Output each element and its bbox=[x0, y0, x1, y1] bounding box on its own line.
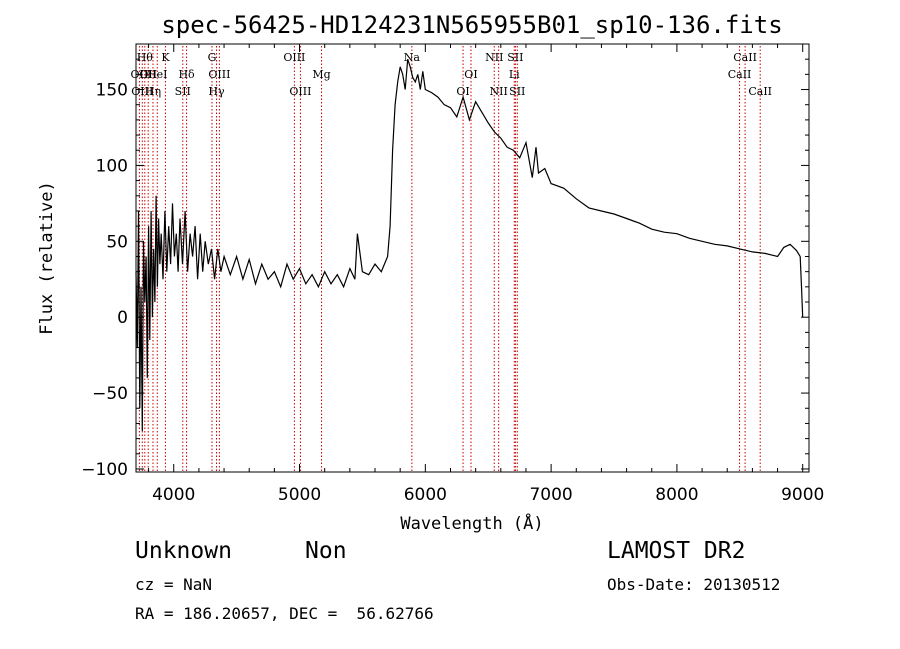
y-tick-label: 100 bbox=[96, 156, 128, 176]
line-marker-label: Li bbox=[509, 68, 520, 81]
x-tick-label: 7000 bbox=[529, 485, 572, 505]
obs-date: Obs-Date: 20130512 bbox=[607, 575, 781, 594]
line-marker-label: SII bbox=[507, 51, 523, 64]
line-marker-label: NII bbox=[485, 51, 503, 64]
x-axis-ticks: 4000 5000 6000 7000 8000 9000 bbox=[148, 44, 824, 505]
x-tick-label: 6000 bbox=[404, 485, 447, 505]
line-marker-label: SII bbox=[509, 85, 525, 98]
object-class: Unknown bbox=[135, 538, 232, 564]
object-subclass: Non bbox=[305, 538, 347, 564]
line-marker-label: NII bbox=[490, 85, 508, 98]
x-tick-label: 8000 bbox=[655, 485, 698, 505]
y-axis-ticks: −100 −50 0 50 100 150 bbox=[81, 58, 809, 480]
line-marker-label: CaII bbox=[733, 51, 757, 64]
coordinates: RA = 186.20657, DEC = 56.62766 bbox=[135, 604, 434, 623]
spectral-line-markers bbox=[138, 46, 761, 472]
x-tick-label: 5000 bbox=[278, 485, 321, 505]
line-marker-label: CaII bbox=[728, 68, 752, 81]
line-marker-label: G bbox=[208, 51, 217, 64]
x-tick-label: 9000 bbox=[781, 485, 824, 505]
line-marker-label: OIII bbox=[283, 51, 305, 64]
y-axis-label: Flux (relative) bbox=[37, 181, 57, 335]
line-marker-label: OI bbox=[464, 68, 477, 81]
line-marker-label: CaII bbox=[748, 85, 772, 98]
y-tick-label: 50 bbox=[106, 232, 128, 252]
spectrum-flux-line bbox=[135, 59, 804, 432]
line-marker-label: K bbox=[161, 51, 170, 64]
chart-title: spec-56425-HD124231N565955B01_sp10-136.f… bbox=[161, 11, 782, 39]
spectral-line-labels: OIIOIIIHθOIIHηHeIKHδSIIGHγOIIIOIIIOIIIMg… bbox=[131, 51, 772, 98]
line-marker-label: OI bbox=[456, 85, 469, 98]
y-tick-label: 0 bbox=[117, 308, 128, 328]
x-axis-label: Wavelength (Å) bbox=[400, 512, 543, 534]
line-marker-label: Mg bbox=[312, 68, 330, 81]
y-tick-label: 150 bbox=[96, 81, 128, 101]
x-tick-label: 4000 bbox=[152, 485, 195, 505]
plot-frame bbox=[135, 43, 810, 473]
line-marker-label: Hδ bbox=[178, 68, 195, 81]
line-marker-label: Hη bbox=[145, 85, 161, 98]
line-marker-label: Na bbox=[404, 51, 421, 64]
line-marker-label: HeI bbox=[147, 68, 167, 81]
y-tick-label: −100 bbox=[81, 460, 128, 480]
line-marker-label: OII bbox=[139, 68, 157, 81]
y-tick-label: −50 bbox=[92, 384, 128, 404]
line-marker-label: Hθ bbox=[137, 51, 154, 64]
survey-name: LAMOST DR2 bbox=[607, 538, 746, 564]
line-marker-label: OIII bbox=[208, 68, 230, 81]
redshift-text: cz = NaN bbox=[135, 575, 213, 594]
line-marker-label: OIII bbox=[289, 85, 311, 98]
line-marker-label: Hγ bbox=[208, 85, 225, 98]
line-marker-label: OIII bbox=[131, 85, 153, 98]
line-marker-label: SII bbox=[175, 85, 191, 98]
